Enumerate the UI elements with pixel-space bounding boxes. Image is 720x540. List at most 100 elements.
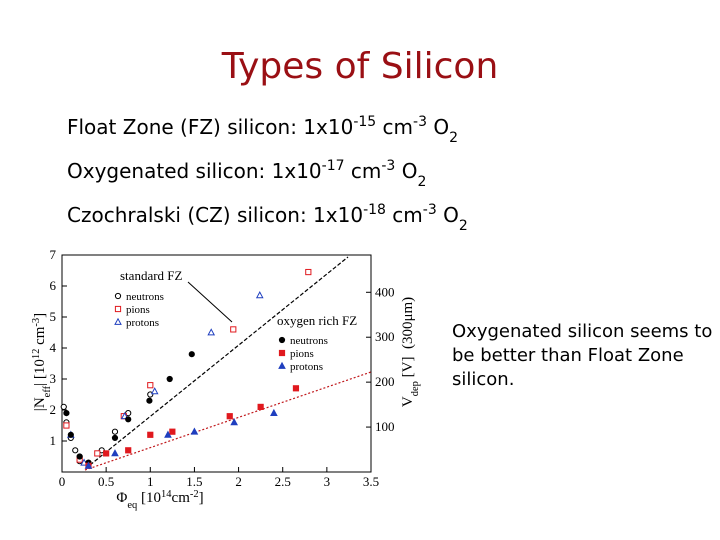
x-tick-label: 3	[324, 474, 331, 489]
point	[67, 431, 74, 438]
point	[230, 418, 238, 426]
y-tick-label: 6	[50, 278, 57, 293]
point	[94, 450, 101, 457]
point	[111, 434, 119, 441]
point	[103, 450, 110, 457]
y-tick-label: 7	[50, 247, 57, 262]
x-axis-label-part: Φ	[116, 490, 127, 506]
x-axis-label-part: 14	[161, 489, 172, 500]
bullet-text-part: 2	[459, 218, 468, 234]
y-tick-label: 5	[50, 309, 57, 324]
x-tick-label: 2	[235, 474, 242, 489]
legend-marker	[114, 317, 122, 325]
bullet-text: Czochralski (CZ) silicon: 1x10-18 cm-3 O…	[67, 202, 468, 234]
x-tick-label: 2.5	[275, 474, 291, 489]
x-tick-label: 0	[59, 474, 66, 489]
y-axis-label-part: -3	[31, 318, 42, 327]
annotation-line	[187, 281, 233, 323]
bullet-text-part: 2	[449, 130, 458, 146]
legend-marker	[278, 361, 286, 369]
y2-tick-label: 300	[375, 329, 395, 344]
point	[270, 408, 278, 416]
point	[125, 447, 132, 454]
bullet-list: Float Zone (FZ) silicon: 1x10-15 cm-3 O2…	[67, 114, 468, 234]
plot-frame	[61, 254, 372, 473]
fit-line	[89, 256, 349, 466]
point	[60, 403, 67, 410]
x-axis-label-part: eq	[127, 500, 138, 511]
point	[255, 291, 264, 299]
bullet-text-part: -3	[423, 202, 437, 218]
point	[111, 449, 119, 457]
y2-tick-label: 200	[375, 374, 395, 389]
bullet-text-part: O	[427, 115, 449, 139]
point	[125, 416, 132, 423]
point	[63, 422, 70, 429]
bullet-text-part: cm	[386, 203, 423, 227]
legend-marker	[114, 292, 122, 300]
y-axis-label-part: | [10	[32, 359, 48, 386]
x-axis-label-part: cm	[172, 490, 191, 506]
y-axis-label-part: ]	[32, 313, 48, 318]
point	[111, 428, 119, 435]
point	[169, 428, 176, 435]
legend-marker	[278, 336, 286, 344]
y2-axis-label-part: V	[400, 396, 416, 407]
point	[76, 453, 83, 460]
legend-label: pions	[126, 304, 150, 316]
y2-tick-label: 400	[375, 284, 395, 299]
x-tick-label: 1	[147, 474, 154, 489]
point	[164, 430, 172, 438]
bullet-text-part: -18	[363, 202, 386, 218]
y2-axis-label-part: [V] (300μm)	[400, 297, 416, 381]
point	[146, 397, 153, 404]
bullet-text-part: -3	[381, 158, 395, 174]
legend-title: oxygen rich FZ	[277, 313, 357, 328]
point	[72, 447, 79, 454]
point	[292, 385, 300, 392]
y2-axis-label: Vdep [V] (300μm)	[400, 297, 421, 407]
y-axis-label: |Neff| [1012 cm-3]	[31, 313, 53, 411]
slide-title: Types of Silicon	[221, 46, 499, 87]
legend-label: pions	[290, 348, 314, 360]
bullet-text-part: Oxygenated silicon: 1x10	[67, 159, 322, 183]
point	[207, 328, 216, 336]
point	[150, 387, 159, 395]
bullet-text-part: -15	[353, 114, 376, 130]
bullet-text-part: cm	[345, 159, 382, 183]
point	[190, 427, 199, 435]
bullet-text-part: Czochralski (CZ) silicon: 1x10	[67, 203, 363, 227]
bullet-text: Float Zone (FZ) silicon: 1x10-15 cm-3 O2	[67, 114, 458, 146]
bullet-text-part: O	[395, 159, 417, 183]
legend-label: neutrons	[290, 335, 328, 347]
point	[226, 413, 233, 420]
x-tick-label: 1.5	[186, 474, 202, 489]
point	[188, 351, 195, 358]
x-axis-label-part: ]	[199, 490, 204, 506]
y-tick-label: 2	[50, 402, 57, 417]
bullet-text-part: 2	[417, 174, 426, 190]
x-axis-label-part: [10	[137, 490, 161, 506]
x-axis-label-part: -2	[190, 489, 199, 500]
x-tick-label: 0.5	[98, 474, 114, 489]
y-axis-label-part: 12	[31, 349, 42, 360]
point	[166, 375, 173, 383]
y-tick-label: 3	[50, 371, 57, 386]
y-axis-label-part: |N	[32, 397, 48, 411]
note: Oxygenated silicon seems to be better th…	[452, 321, 713, 390]
point	[147, 382, 154, 389]
point	[84, 461, 93, 469]
y2-tick-label: 100	[375, 419, 395, 434]
x-tick-label: 3.5	[363, 474, 379, 489]
legend-label: protons	[126, 317, 159, 329]
x-axis-label: Φeq [1014cm-2]	[116, 489, 203, 511]
point	[305, 268, 312, 276]
y2-axis-label-part: dep	[410, 381, 421, 396]
bullet-text-part: -17	[322, 158, 345, 174]
point	[257, 403, 264, 410]
bullet-text-part: -3	[413, 114, 427, 130]
point	[147, 431, 154, 438]
